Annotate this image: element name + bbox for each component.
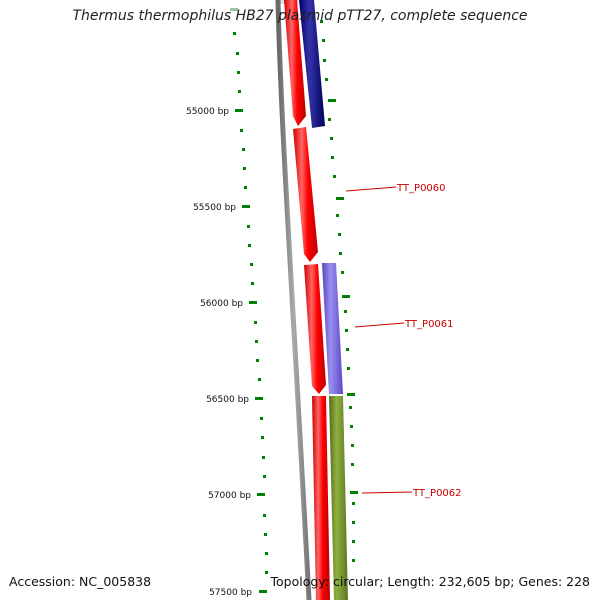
gene-feature-reverse[interactable]: [329, 396, 348, 600]
gene-label[interactable]: TT_P0061: [404, 319, 454, 330]
gene-feature-forward[interactable]: [293, 127, 318, 262]
gene-labels: TT_P0060 TT_P0061 TT_P0062: [396, 183, 462, 499]
gene-feature-forward[interactable]: [284, 0, 306, 126]
tick-label: 56000 bp: [200, 299, 243, 309]
major-tick-right: [347, 393, 355, 396]
gene-label-leaders: [345, 186, 413, 494]
gene-feature-forward[interactable]: [304, 264, 326, 394]
major-tick-left: [249, 301, 257, 304]
tick-label: 57000 bp: [208, 491, 251, 501]
tick-label: 57500 bp: [209, 588, 252, 598]
major-tick-left: [259, 590, 267, 593]
forward-strand-genes: [284, 0, 330, 600]
accession-text: Accession: NC_005838: [9, 574, 152, 589]
major-tick-left: [257, 493, 265, 496]
tick-labels: 55000 bp 55500 bp 56000 bp 56500 bp 5700…: [186, 107, 252, 598]
gene-feature-reverse[interactable]: [322, 263, 343, 394]
reverse-strand-genes: [299, 0, 348, 600]
major-tick-right: [328, 99, 336, 102]
major-ticks: [235, 99, 358, 593]
major-tick-left: [235, 109, 243, 112]
gene-feature-reverse[interactable]: [299, 0, 325, 128]
major-tick-left: [242, 205, 250, 208]
major-tick-right: [350, 491, 358, 494]
major-tick-left: [255, 397, 263, 400]
major-tick-right: [336, 197, 344, 200]
major-tick-right: [342, 295, 350, 298]
tick-label: 56500 bp: [206, 395, 249, 405]
gene-label[interactable]: TT_P0060: [396, 183, 446, 194]
map-title: Thermus thermophilus HB27 plasmid pTT27,…: [72, 8, 528, 24]
tick-label: 55000 bp: [186, 107, 229, 117]
topology-text: Topology: circular; Length: 232,605 bp; …: [270, 574, 591, 589]
gene-feature-forward[interactable]: [312, 396, 330, 600]
minor-ticks-left: [233, 32, 268, 574]
tick-label: 55500 bp: [193, 203, 236, 213]
gene-label[interactable]: TT_P0062: [412, 488, 462, 499]
minor-ticks-right: [320, 20, 355, 562]
sequence-backbone: [275, 0, 312, 600]
